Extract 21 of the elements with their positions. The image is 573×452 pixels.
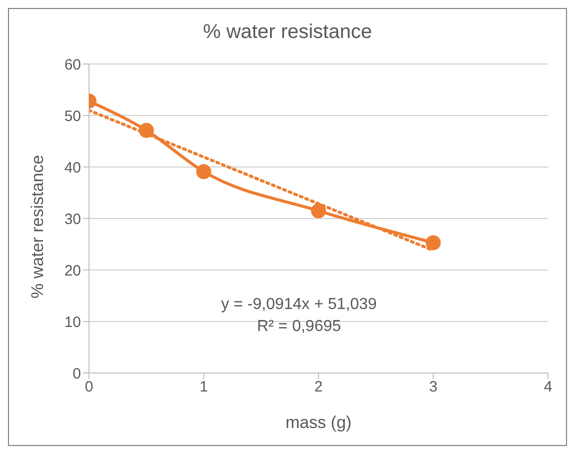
y-tick-label: 20 [64,262,81,280]
y-tick-label: 0 [72,365,81,382]
y-tick-label: 50 [64,108,81,125]
x-tick-label: 1 [200,378,208,396]
annotation: R² = 0,9695 [256,317,342,337]
y-axis-title: % water resistance [28,154,48,298]
x-tick-label: 4 [544,378,552,396]
y-tick-label: 30 [64,210,81,228]
x-axis-title: mass (g) [285,413,352,432]
x-tick-label: 0 [84,378,94,396]
y-tick-label: 40 [64,159,81,176]
point [138,122,154,138]
point [426,235,441,250]
point [196,164,212,180]
x-tick-label: 2 [314,378,323,396]
y-tick-label: 60 [64,56,81,74]
chart-title: % water resistance [202,21,373,44]
annotation: y = -9,0914x + 51,039 [220,295,378,315]
y-tick-label: 10 [64,314,81,331]
x-tick-label: 3 [429,378,438,396]
point [311,203,326,218]
